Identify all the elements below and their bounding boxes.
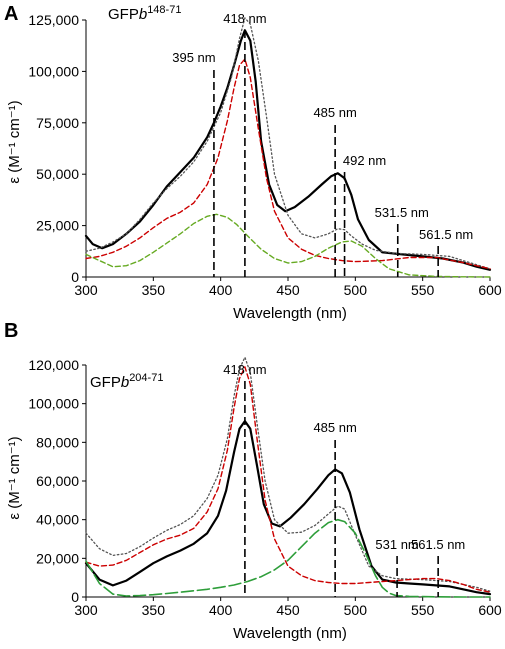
panel-a: A GFPb148-71 Wavelength (nm) ε (M⁻¹ cm⁻¹… <box>4 3 347 322</box>
panel-b-peak-label: 485 nm <box>313 420 356 435</box>
panel-b-x-tick-label: 350 <box>142 602 166 618</box>
panel-b-x-axis-label: Wavelength (nm) <box>233 625 347 642</box>
panel-b-y-tick-label: 20,000 <box>36 550 79 566</box>
panel-b-peak-label: 418 nm <box>223 362 266 377</box>
panel-a-x-tick-label: 450 <box>276 282 300 298</box>
panel-b-y-tick-label: 0 <box>71 589 79 605</box>
panel-b-x-tick-label: 300 <box>74 602 98 618</box>
plot-layer: 300 350 400 450 500 550 600 0 25,000 50,000 75,000… <box>28 11 502 618</box>
panel-a-series-dashed-2 <box>85 58 491 270</box>
panel-a-y-tick-label: 100,000 <box>28 63 79 79</box>
panel-a-construct-label: GFPb148-71 <box>108 4 181 23</box>
panel-b-x-tick-label: 500 <box>344 602 368 618</box>
panel-a-peak-label: 561.5 nm <box>419 227 473 242</box>
panel-b-x-tick-label: 550 <box>411 602 435 618</box>
panel-a-x-tick-label: 350 <box>142 282 166 298</box>
panel-b-peak-label: 561.5 nm <box>411 537 465 552</box>
panel-a-x-tick-label: 400 <box>209 282 233 298</box>
panel-b-peak-label: 531 nm <box>375 537 418 552</box>
panel-b-y-tick-label: 40,000 <box>36 512 79 528</box>
panel-b-letter: B <box>4 320 18 342</box>
panel-a-y-tick-label: 0 <box>71 269 79 285</box>
panel-a-x-tick-label: 300 <box>74 282 98 298</box>
panel-b: B GFPb204-71 Wavelength (nm) ε (M⁻¹ cm⁻¹… <box>4 320 347 642</box>
panel-a-peak-label: 492 nm <box>343 153 386 168</box>
panel-a-y-tick-label: 25,000 <box>36 218 79 234</box>
panel-a-y-axis-label: ε (M⁻¹ cm⁻¹) <box>6 100 23 183</box>
panel-a-x-tick-label: 500 <box>344 282 368 298</box>
panel-a-peak-label: 485 nm <box>313 105 356 120</box>
panel-b-y-tick-label: 100,000 <box>28 396 79 412</box>
panel-b-series-dashed-2 <box>85 366 491 593</box>
panel-a-y-tick-label: 50,000 <box>36 166 79 182</box>
panel-b-x-tick-label: 450 <box>276 602 300 618</box>
panel-a-y-tick-label: 125,000 <box>28 12 79 28</box>
panel-a-y-tick-label: 75,000 <box>36 115 79 131</box>
panel-b-y-axis-label: ε (M⁻¹ cm⁻¹) <box>6 436 23 519</box>
panel-b-y-tick-label: 60,000 <box>36 473 79 489</box>
panel-a-series-dashed-3 <box>85 213 491 278</box>
panel-a-letter: A <box>4 3 18 25</box>
panel-a-peak-label: 418 nm <box>223 11 266 26</box>
panel-a-series-dotted-1 <box>85 17 491 270</box>
panel-b-series-solid-0 <box>84 420 492 596</box>
panel-a-peak-label: 531.5 nm <box>375 205 429 220</box>
panel-b-y-tick-label: 120,000 <box>28 357 79 373</box>
panel-b-x-tick-label: 400 <box>209 602 233 618</box>
panel-b-series-dotted-1 <box>85 356 491 592</box>
panel-a-peak-label: 395 nm <box>172 50 215 65</box>
panel-b-series-longdash-3 <box>85 518 491 598</box>
panel-b-y-tick-label: 80,000 <box>36 434 79 450</box>
panel-a-x-tick-label: 600 <box>478 282 502 298</box>
panel-b-construct-label: GFPb204-71 <box>90 372 163 391</box>
panel-b-x-tick-label: 600 <box>478 602 502 618</box>
panel-a-x-axis-label: Wavelength (nm) <box>233 305 347 322</box>
panel-a-x-tick-label: 550 <box>411 282 435 298</box>
